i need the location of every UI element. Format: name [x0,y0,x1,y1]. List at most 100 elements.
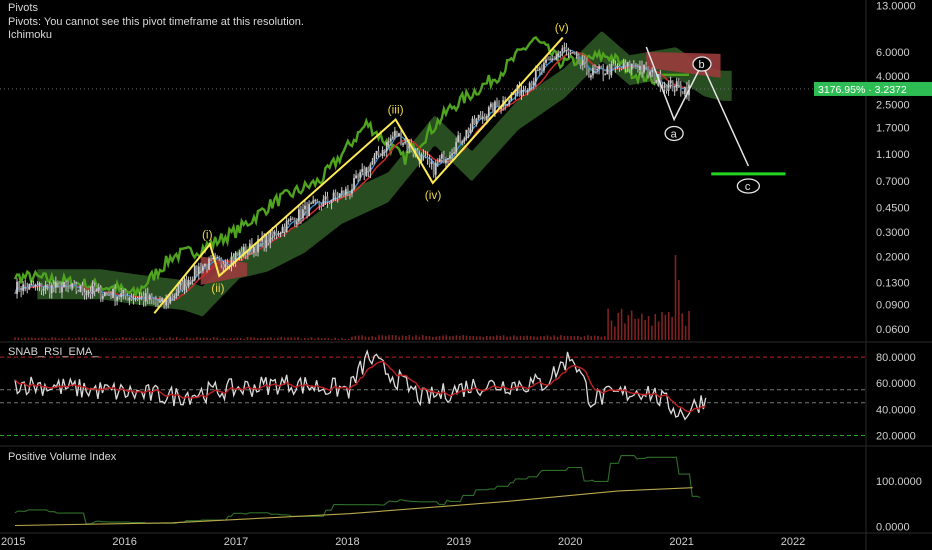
volume-bar [223,337,225,340]
candle [406,141,409,149]
volume-bar [290,337,293,340]
volume-bar [287,337,289,340]
candle [140,296,143,298]
candle [95,289,98,292]
candle [173,295,176,298]
price-y-tick-label: 0.3000 [876,227,910,239]
candle [201,266,204,272]
candle [351,189,353,194]
x-tick-label: 2022 [781,536,805,548]
candle [447,158,449,160]
candle [18,281,20,291]
candle [606,66,609,75]
candle [610,64,613,76]
volume-bar [310,337,313,340]
candle [269,230,272,243]
candle [99,287,102,299]
volume-bar [273,338,276,340]
candle [126,295,129,301]
candle [108,293,110,295]
pvi-y-tick-label: 100.0000 [876,476,922,488]
rsi-pane-title[interactable]: SNAB_RSI_EMA_ [8,346,99,358]
volume-bar [509,336,512,340]
candle [391,136,394,139]
volume-bar [472,336,475,340]
candle [347,188,349,193]
candle [97,287,100,290]
candle [85,293,88,296]
volume-bar [344,338,347,340]
volume-bar [657,321,660,340]
candle [557,53,560,57]
candle [604,74,607,76]
candle [312,200,315,204]
candle [287,220,290,222]
candle [304,205,306,210]
candle [608,66,611,76]
volume-bar [317,337,320,340]
candle [471,118,474,129]
candle [169,296,172,304]
candle [185,278,188,287]
candle [416,150,419,156]
volume-bar [647,316,650,340]
volume-bar [196,337,198,340]
x-tick-label: 2015 [1,536,25,548]
legend-ichimoku[interactable]: Ichimoku [8,29,53,41]
candle [663,85,666,88]
pvi-pane-title[interactable]: Positive Volume Index [8,451,117,463]
candle [134,298,137,300]
candle [440,154,443,159]
projection-wave-label: b [698,59,704,71]
candle [532,81,535,86]
volume-bar [58,338,60,340]
volume-bar [674,255,677,340]
candle [38,283,41,286]
volume-bar [603,336,606,340]
candle [289,218,292,221]
rsi-y-tick-label: 20.0000 [876,430,916,442]
candle [383,149,386,152]
volume-bar [61,338,63,340]
volume-bar [435,336,438,340]
candle [285,220,288,232]
volume-bar [64,338,67,340]
candle [193,265,196,281]
candle [408,143,411,149]
candle [357,175,360,178]
candle [28,283,31,290]
volume-bar [684,325,687,340]
candle [361,168,364,173]
candle [330,199,333,204]
wave-label: (iii) [388,102,404,116]
candle [124,289,127,296]
candle [165,299,168,306]
candle [630,63,633,70]
candle [624,62,627,67]
volume-bar [384,335,387,340]
candle [71,283,74,288]
candle [226,263,229,266]
wave-label-circle [736,178,761,194]
candle [612,64,615,66]
candle [526,90,529,93]
candle [236,252,239,256]
volume-bar [361,335,363,340]
volume-bar [533,336,535,340]
candle [479,114,482,119]
legend-pivots[interactable]: Pivots [8,2,38,14]
candle [649,71,652,75]
candle [359,172,362,178]
ichimoku-cloud [37,31,732,317]
candle [436,162,439,164]
candle [469,128,472,134]
candle [632,63,635,67]
volume-bar [502,335,505,340]
candle [686,87,688,96]
volume-bar [442,335,444,340]
pvi-y-tick-label: 0.0000 [876,521,910,533]
projection-wave-label: c [745,181,751,193]
candle [332,192,335,200]
candle [673,90,676,92]
